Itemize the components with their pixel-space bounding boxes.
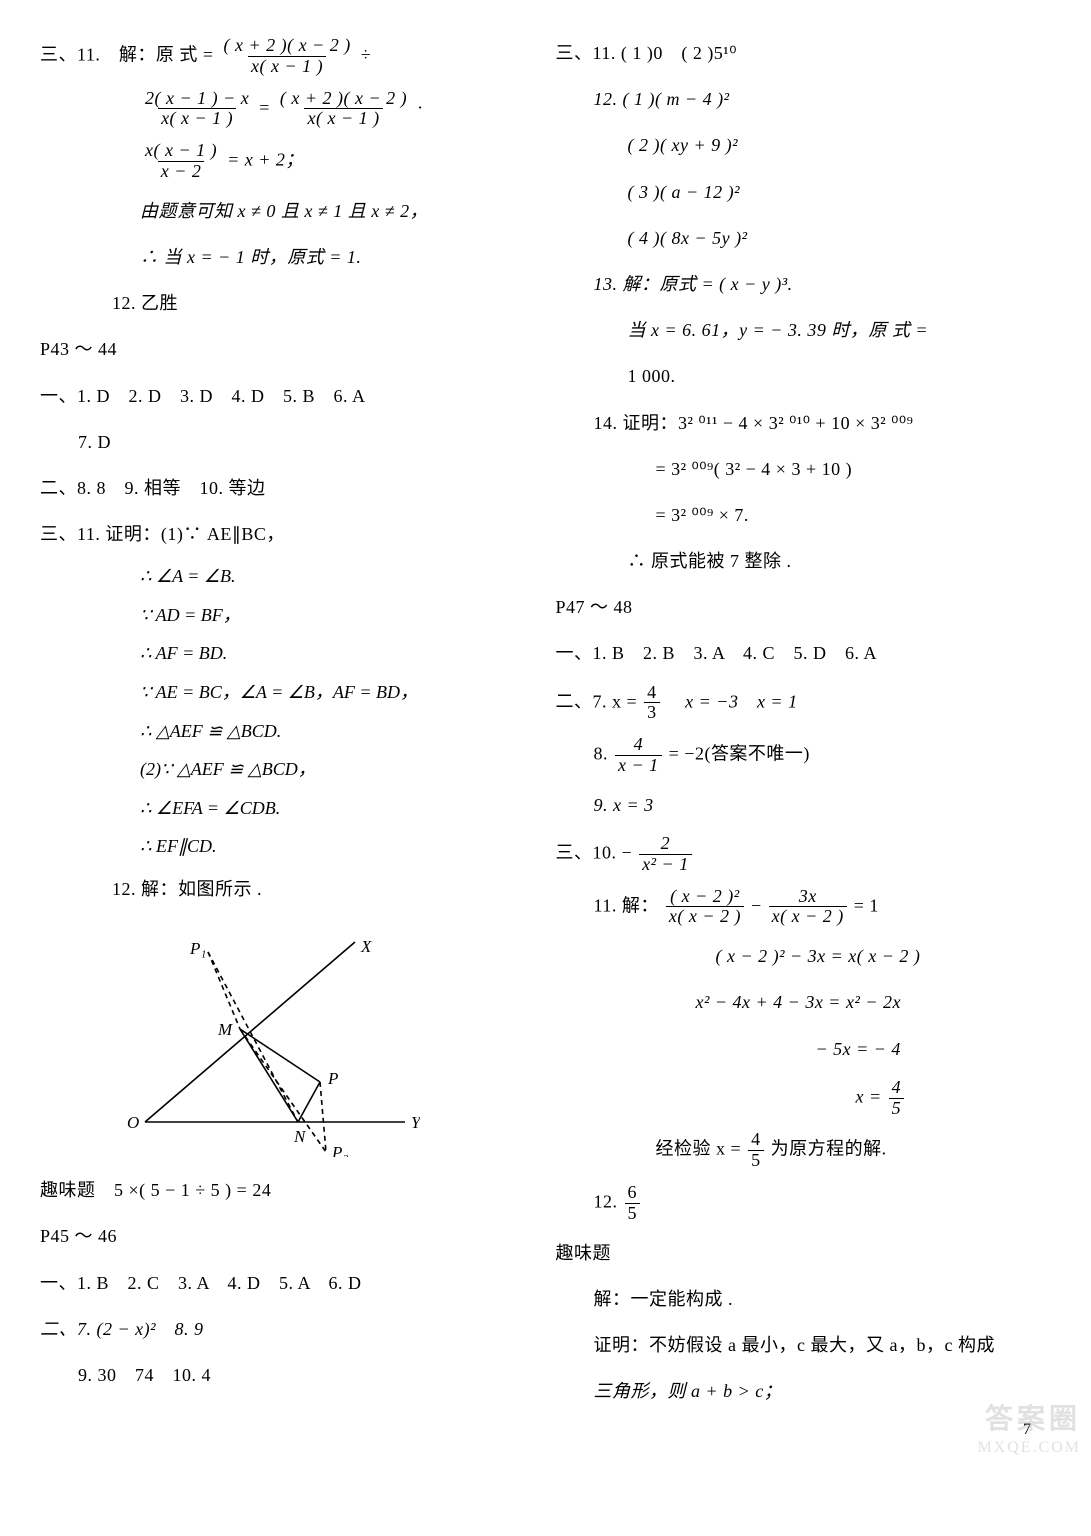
text: 12. (594, 1191, 618, 1211)
text-line: P43 ～ 44 (40, 332, 536, 366)
text: ÷ (361, 44, 371, 64)
text-line: 当 x = 6. 61，y = − 3. 39 时，原 式 = (556, 313, 1052, 347)
text-line: ∴ △AEF ≌ △BCD. (40, 716, 536, 747)
svg-text:X: X (360, 937, 372, 956)
text-line: 一、1. B 2. B 3. A 4. C 5. D 6. A (556, 636, 1052, 670)
text: 8. (594, 744, 609, 764)
text: = 1 (854, 895, 879, 915)
text-line: x = 4 5 (556, 1078, 1052, 1119)
fraction: 4 x − 1 (615, 735, 662, 776)
text: x = (856, 1086, 887, 1106)
text-line: = 3² ⁰⁰⁹ × 7. (556, 498, 1052, 532)
text-line: 7. D (40, 425, 536, 459)
text-line: ∴ ∠EFA = ∠CDB. (40, 793, 536, 824)
text-line: 三、11. ( 1 )0 ( 2 )5¹⁰ (556, 36, 1052, 70)
text-line: 由题意可知 x ≠ 0 且 x ≠ 1 且 x ≠ 2， (40, 194, 536, 228)
text-line: ∴ 当 x = − 1 时，原式 = 1. (40, 240, 536, 274)
text-line: ( x − 2 )² − 3x = x( x − 2 ) (556, 939, 1052, 973)
text-line: 二、8. 8 9. 相等 10. 等边 (40, 471, 536, 505)
svg-text:P: P (327, 1069, 338, 1088)
text-line: 1 000. (556, 359, 1052, 393)
text-line: x( x − 1 ) x − 2 = x + 2； (40, 141, 536, 182)
text-line: 三、11. 解：原 式 = ( x + 2 )( x − 2 ) x( x − … (40, 36, 536, 77)
text-line: 趣味题 5 ×( 5 − 1 ÷ 5 ) = 24 (40, 1173, 536, 1207)
text: 二、7. x = (556, 691, 638, 711)
geometry-diagram: X Y O M N P P₁ P₂ (110, 922, 420, 1157)
text-line: 经检验 x = 4 5 为原方程的解. (556, 1130, 1052, 1171)
text-line: 三、10. − 2 x² − 1 (556, 834, 1052, 875)
fraction: 2( x − 1 ) − x x( x − 1 ) (142, 89, 252, 130)
text-line: 12. 解：如图所示 . (40, 872, 536, 906)
text-line: 11. 解： ( x − 2 )² x( x − 2 ) − 3x x( x −… (556, 887, 1052, 928)
text-line: 三、11. 证明：(1)∵ AE∥BC， (40, 517, 536, 551)
text: 经检验 x = (656, 1139, 742, 1159)
fraction: x( x − 1 ) x − 2 (142, 141, 220, 182)
text: x = −3 x = 1 (667, 691, 798, 711)
text-line: 9. x = 3 (556, 788, 1052, 822)
text-line: P47 ～ 48 (556, 590, 1052, 624)
text-line: 二、7. (2 − x)² 8. 9 (40, 1312, 536, 1346)
fraction: ( x + 2 )( x − 2 ) x( x − 1 ) (220, 36, 353, 77)
text: 11. 解： (594, 895, 659, 915)
fraction: ( x + 2 )( x − 2 ) x( x − 1 ) (277, 89, 410, 130)
right-column: 三、11. ( 1 )0 ( 2 )5¹⁰ 12. ( 1 )( m − 4 )… (556, 30, 1052, 1414)
svg-text:P₂: P₂ (331, 1143, 348, 1157)
text: 三、10. − (556, 842, 633, 862)
watermark-text: 答案圈 (977, 1402, 1081, 1438)
text-line: ∴ EF∥CD. (40, 831, 536, 862)
svg-text:Y: Y (411, 1113, 420, 1132)
fraction: 2 x² − 1 (639, 834, 692, 875)
text-line: ∴ 原式能被 7 整除 . (556, 544, 1052, 578)
svg-text:P₁: P₁ (189, 939, 206, 958)
text-line: 12. 乙胜 (40, 286, 536, 320)
fraction: 4 5 (748, 1130, 764, 1171)
text: = (259, 97, 270, 117)
text-line: ∵ AD = BF， (40, 600, 536, 631)
text-line: 解：一定能构成 . (556, 1282, 1052, 1316)
watermark-url: MXQE.COM (977, 1438, 1081, 1459)
text-line: 一、1. D 2. D 3. D 4. D 5. B 6. A (40, 379, 536, 413)
text-line: 8. 4 x − 1 = −2(答案不唯一) (556, 735, 1052, 776)
text-line: 14. 证明：3² ⁰¹¹ − 4 × 3² ⁰¹⁰ + 10 × 3² ⁰⁰⁹ (556, 406, 1052, 440)
text-line: ( 3 )( a − 12 )² (556, 175, 1052, 209)
svg-text:M: M (217, 1020, 233, 1039)
text: = x + 2； (227, 150, 304, 170)
left-column: 三、11. 解：原 式 = ( x + 2 )( x − 2 ) x( x − … (40, 30, 536, 1414)
text: 三、11. 解：原 式 = (40, 44, 213, 64)
text-line: 一、1. B 2. C 3. A 4. D 5. A 6. D (40, 1266, 536, 1300)
text-line: (2)∵ △AEF ≌ △BCD， (40, 754, 536, 785)
fraction: ( x − 2 )² x( x − 2 ) (666, 887, 744, 928)
svg-text:O: O (127, 1113, 139, 1132)
text-line: ∴ ∠A = ∠B. (40, 561, 536, 592)
text-line: − 5x = − 4 (556, 1032, 1052, 1066)
fraction: 4 5 (889, 1078, 905, 1119)
text-line: ( 2 )( xy + 9 )² (556, 128, 1052, 162)
text: − (751, 895, 767, 915)
text-line: ( 4 )( 8x − 5y )² (556, 221, 1052, 255)
text-line: 12. ( 1 )( m − 4 )² (556, 82, 1052, 116)
text-line: 2( x − 1 ) − x x( x − 1 ) = ( x + 2 )( x… (40, 89, 536, 130)
text-line: = 3² ⁰⁰⁹( 3² − 4 × 3 + 10 ) (556, 452, 1052, 486)
text: · (417, 97, 424, 117)
fraction: 6 5 (625, 1183, 641, 1224)
text-line: 13. 解：原式 = ( x − y )³. (556, 267, 1052, 301)
text-line: 二、7. x = 4 3 x = −3 x = 1 (556, 683, 1052, 724)
text-line: ∵ AE = BC，∠A = ∠B，AF = BD， (40, 677, 536, 708)
text-line: ∴ AF = BD. (40, 638, 536, 669)
text-line: 证明：不妨假设 a 最小，c 最大，又 a，b，c 构成 (556, 1328, 1052, 1362)
fraction: 4 3 (644, 683, 660, 724)
svg-text:N: N (293, 1127, 307, 1146)
text-line: x² − 4x + 4 − 3x = x² − 2x (556, 985, 1052, 1019)
fraction: 3x x( x − 2 ) (769, 887, 847, 928)
text-line: 9. 30 74 10. 4 (40, 1358, 536, 1392)
text: = −2(答案不唯一) (669, 744, 810, 764)
text-line: 趣味题 (556, 1236, 1052, 1270)
text-line: P45 ～ 46 (40, 1219, 536, 1253)
text: 为原方程的解. (771, 1139, 887, 1159)
text-line: 12. 6 5 (556, 1183, 1052, 1224)
watermark: 答案圈 MXQE.COM (977, 1402, 1081, 1459)
